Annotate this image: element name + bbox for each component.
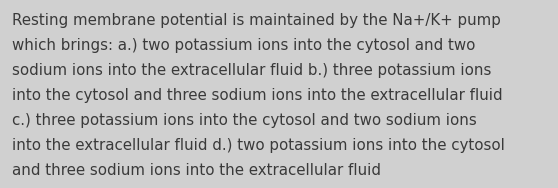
Text: c.) three potassium ions into the cytosol and two sodium ions: c.) three potassium ions into the cytoso… <box>12 113 477 128</box>
Text: sodium ions into the extracellular fluid b.) three potassium ions: sodium ions into the extracellular fluid… <box>12 63 492 78</box>
Text: which brings: a.) two potassium ions into the cytosol and two: which brings: a.) two potassium ions int… <box>12 38 475 53</box>
Text: and three sodium ions into the extracellular fluid: and three sodium ions into the extracell… <box>12 163 381 178</box>
Text: into the cytosol and three sodium ions into the extracellular fluid: into the cytosol and three sodium ions i… <box>12 88 503 103</box>
Text: Resting membrane potential is maintained by the Na+/K+ pump: Resting membrane potential is maintained… <box>12 13 501 28</box>
Text: into the extracellular fluid d.) two potassium ions into the cytosol: into the extracellular fluid d.) two pot… <box>12 138 505 153</box>
